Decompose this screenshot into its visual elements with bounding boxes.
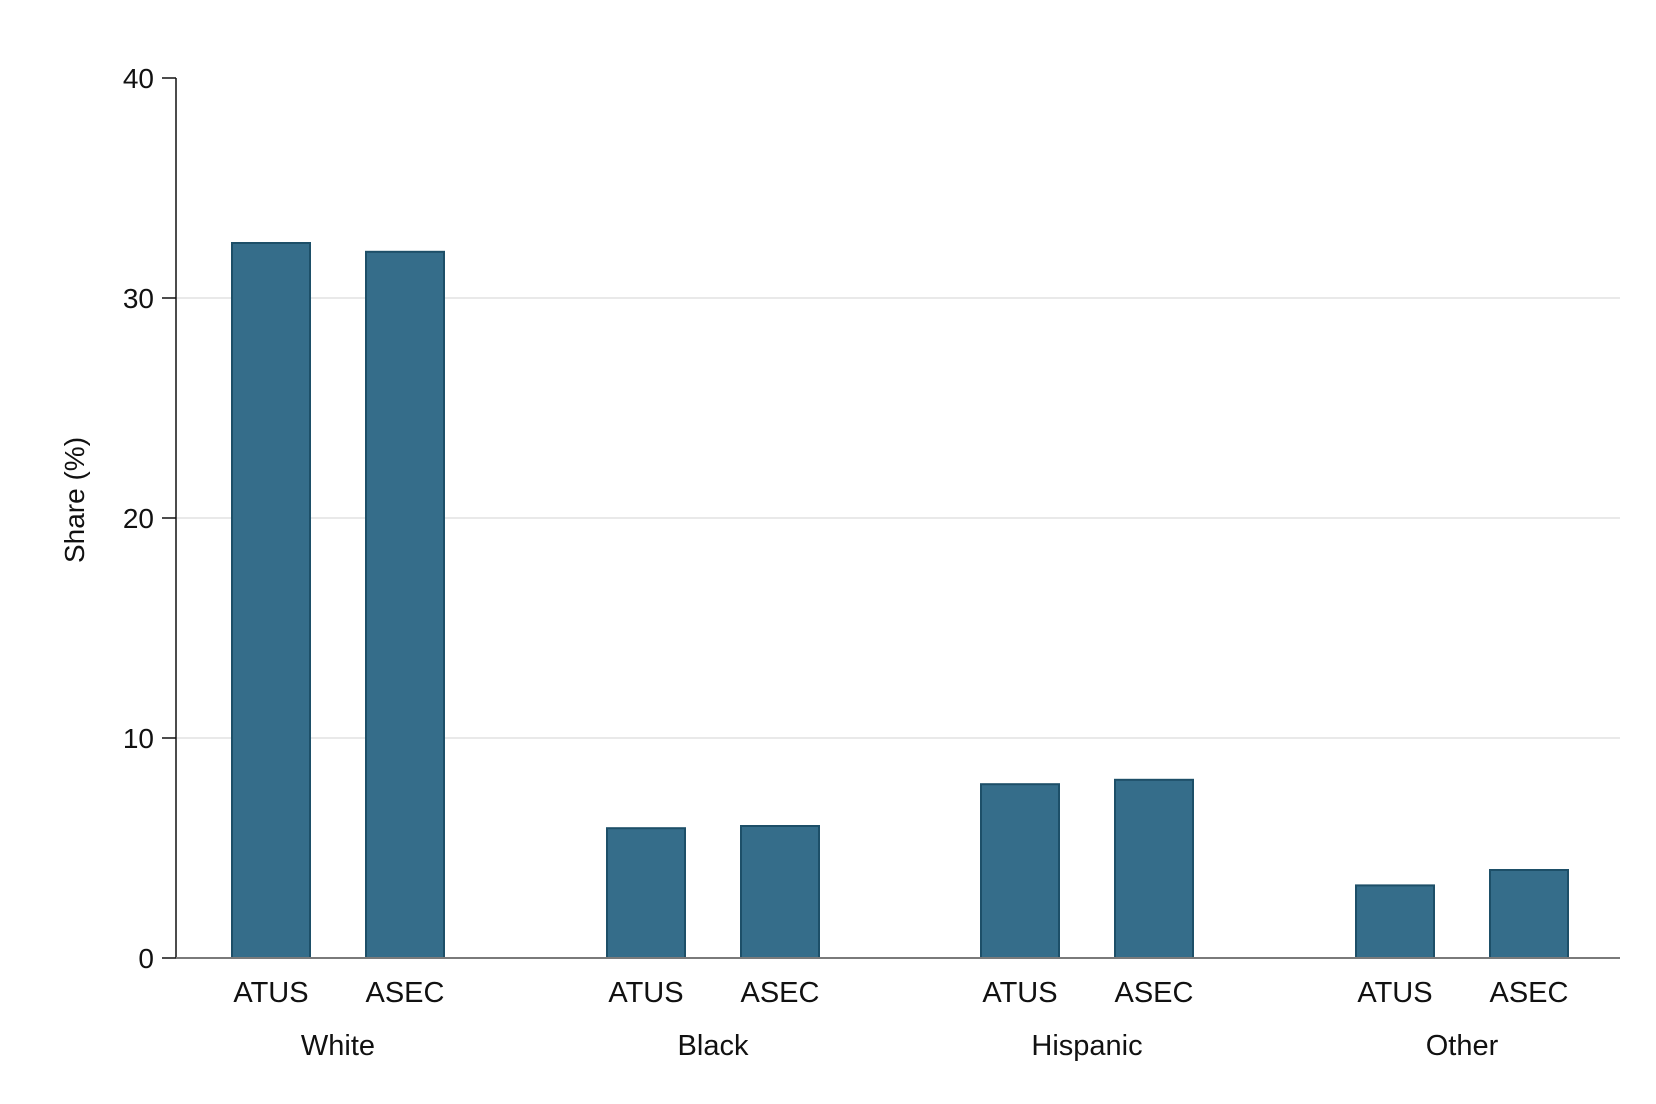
bar-black-atus (606, 827, 686, 960)
labels: 0 10 20 30 40 ATUS ASEC White ATUS ASEC Black ATUS A… (123, 63, 1569, 1062)
y-tick-label: 30 (123, 283, 154, 314)
axes (162, 77, 1620, 959)
y-tick-label: 10 (123, 723, 154, 754)
bar-category-label: ATUS (608, 977, 683, 1009)
bar-white-asec (365, 250, 445, 960)
bar-category-label: ATUS (982, 977, 1057, 1009)
bar-hispanic-asec (1114, 778, 1194, 959)
y-tick-label: 20 (123, 503, 154, 534)
group-label: Black (678, 1030, 749, 1062)
bar-category-label: ASEC (1115, 977, 1194, 1009)
y-tick-label: 0 (138, 943, 154, 974)
bar-other-atus (1355, 884, 1435, 960)
group-label: Other (1426, 1030, 1499, 1062)
group-label: White (301, 1030, 375, 1062)
bar-category-label: ASEC (741, 977, 820, 1009)
bar-category-label: ASEC (1490, 977, 1569, 1009)
bar-category-label: ASEC (366, 977, 445, 1009)
y-axis-title: Share (%) (59, 437, 90, 563)
bar-hispanic-atus (980, 783, 1060, 960)
bar-black-asec (740, 825, 820, 959)
y-tick-label: 40 (123, 63, 154, 94)
group-label: Hispanic (1031, 1030, 1142, 1062)
bar-white-atus (231, 242, 311, 959)
bars (231, 242, 1569, 960)
bar-category-label: ATUS (1357, 977, 1432, 1009)
bar-other-asec (1489, 869, 1569, 959)
bar-category-label: ATUS (233, 977, 308, 1009)
